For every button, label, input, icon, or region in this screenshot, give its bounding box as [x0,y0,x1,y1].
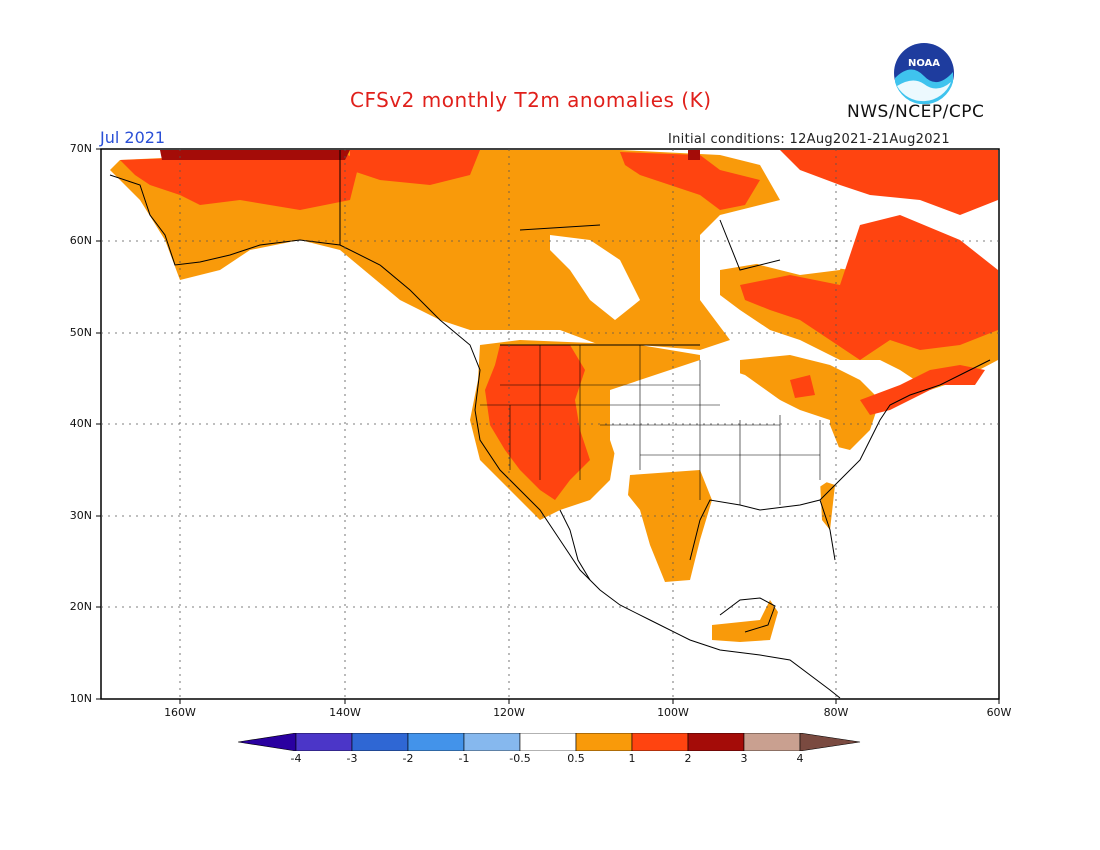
colorbar-swatch-minus1-minus05 [463,733,521,751]
noaa-logo-icon: NOAA [894,43,954,104]
lon-label-140w: 140W [329,706,361,719]
colorbar-swatch-lt-minus4 [238,733,297,751]
colorbar-label: -0.5 [509,752,531,765]
colorbar-label: 2 [684,752,692,765]
neutral-regions [550,210,850,510]
anomaly-fill-2-to-3 [160,150,700,160]
colorbar-label: 4 [796,752,804,765]
colorbar-swatch-minus4-minus3 [295,733,353,751]
lon-label-80w: 80W [823,706,849,719]
lon-label-160w: 160W [164,706,196,719]
colorbar-label: -2 [402,752,414,765]
colorbar-swatch-3-4 [743,733,801,751]
colorbar-label: 0.5 [567,752,585,765]
coastlines [109,150,991,699]
colorbar-swatch-minus2-minus1 [407,733,465,751]
colorbar-swatch-minus05-05 [519,733,577,751]
lat-label-70n: 70N [69,142,92,155]
lat-label-50n: 50N [69,326,92,339]
state-boundaries [480,345,821,505]
lon-label-60w: 60W [986,706,1012,719]
anomaly-fill-1-to-2 [120,150,998,500]
colorbar-label: 1 [628,752,636,765]
lat-label-30n: 30N [69,509,92,522]
lat-label-20n: 20N [69,600,92,613]
lat-label-60n: 60N [69,234,92,247]
logo-text: NOAA [908,58,940,69]
colorbar-swatch-2-3 [687,733,745,751]
colorbar-swatch-minus3-minus2 [351,733,409,751]
colorbar-label: -3 [346,752,358,765]
gridlines [101,149,999,699]
colorbar-label: 3 [740,752,748,765]
colorbar [238,733,861,751]
initial-conditions-label: Initial conditions: 12Aug2021-21Aug2021 [668,132,950,147]
colorbar-swatch-1-2 [631,733,689,751]
colorbar-label: -4 [290,752,302,765]
lon-label-100w: 100W [657,706,689,719]
lon-label-120w: 120W [493,706,525,719]
agency-label: NWS/NCEP/CPC [847,102,985,122]
month-label: Jul 2021 [100,128,166,147]
lat-label-10n: 10N [69,692,92,705]
colorbar-swatch-gt-4 [799,733,861,751]
chart-title: CFSv2 monthly T2m anomalies (K) [350,88,712,112]
lat-label-40n: 40N [69,417,92,430]
colorbar-label: -1 [458,752,470,765]
tick-marks [96,148,1000,704]
colorbar-swatch-05-1 [575,733,633,751]
